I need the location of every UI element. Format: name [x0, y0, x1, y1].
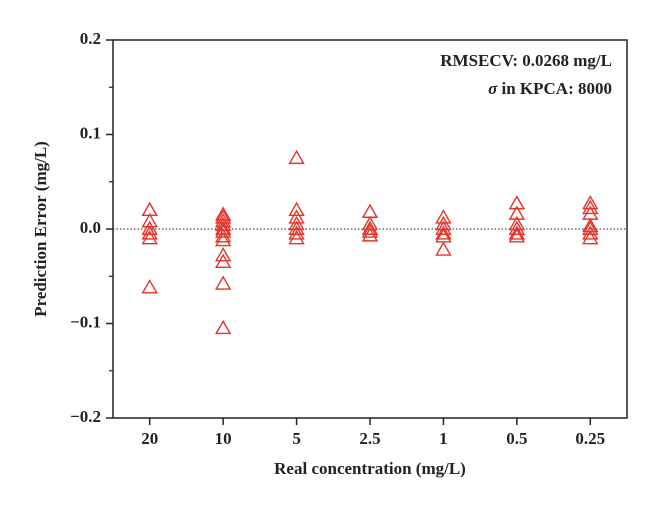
- data-point: [582, 199, 599, 215]
- annotation-symbol: σ: [488, 79, 498, 98]
- data-point: [361, 220, 379, 235]
- data-point: [582, 195, 599, 210]
- data-point: [214, 319, 232, 335]
- y-tick-label: −0.2: [70, 407, 101, 426]
- data-point: [361, 203, 379, 218]
- data-point: [582, 220, 599, 235]
- annotation-text: in KPCA: 8000: [502, 79, 613, 98]
- data-point: [508, 220, 526, 235]
- data-point: [288, 149, 305, 165]
- data-point: [214, 247, 232, 262]
- x-tick-label: 10: [215, 429, 232, 448]
- x-tick-label: 2.5: [359, 429, 380, 448]
- y-axis-label: Prediction Error (mg/L): [31, 141, 50, 317]
- x-tick-label: 1: [439, 429, 448, 448]
- data-point: [435, 225, 452, 240]
- data-point: [508, 195, 526, 210]
- data-point: [288, 220, 305, 235]
- data-point: [288, 225, 305, 240]
- data-point: [508, 225, 526, 240]
- data-point: [288, 230, 305, 245]
- data-point: [435, 220, 452, 235]
- y-tick-label: 0.2: [80, 29, 101, 48]
- data-point: [214, 275, 232, 290]
- annotation: RMSECV: 0.0268 mg/L: [440, 51, 612, 70]
- data-point: [582, 225, 599, 240]
- x-tick-label: 20: [141, 429, 158, 448]
- data-point: [508, 228, 526, 243]
- x-tick-label: 0.25: [575, 429, 605, 448]
- data-point: [141, 279, 158, 294]
- data-point: [361, 223, 379, 238]
- data-point: [214, 206, 232, 221]
- data-point: [288, 201, 305, 217]
- data-point: [214, 228, 232, 243]
- data-point: [508, 205, 526, 220]
- data-point: [288, 215, 305, 231]
- y-tick-label: 0.1: [80, 123, 101, 142]
- data-point: [141, 213, 158, 228]
- x-axis-label: Real concentration (mg/L): [274, 459, 466, 478]
- annotation: σ in KPCA: 8000: [488, 79, 612, 98]
- data-point: [214, 223, 232, 238]
- data-point: [141, 225, 158, 240]
- x-tick-label: 5: [292, 429, 301, 448]
- data-point: [435, 241, 452, 256]
- y-tick-label: −0.1: [70, 312, 101, 331]
- data-point: [214, 213, 232, 228]
- data-point: [361, 227, 379, 242]
- y-tick-label: 0.0: [80, 218, 101, 237]
- data-point: [141, 220, 158, 235]
- data-point: [214, 253, 232, 269]
- x-tick-label: 0.5: [506, 429, 527, 448]
- data-point: [214, 231, 232, 247]
- data-point: [582, 230, 599, 245]
- data-point: [141, 230, 158, 245]
